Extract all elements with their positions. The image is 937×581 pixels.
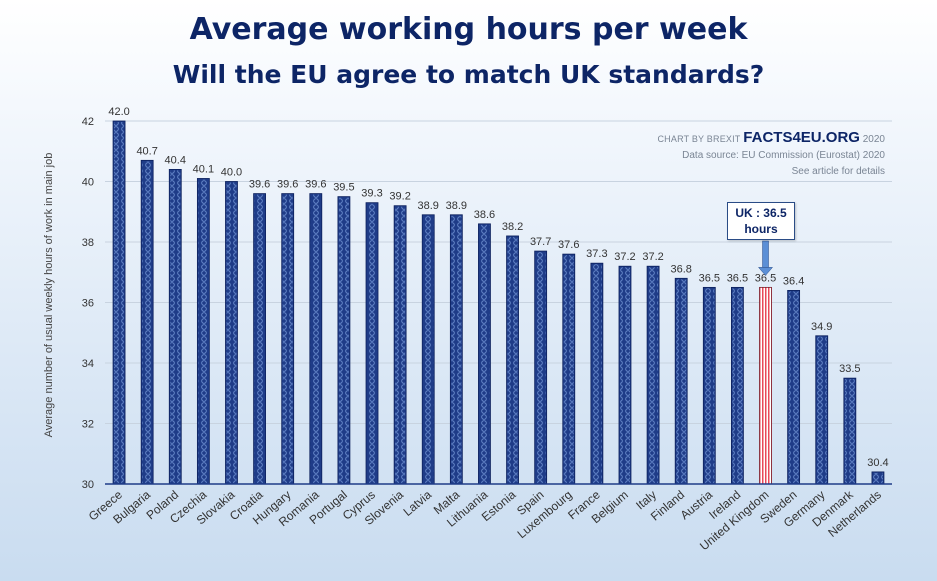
brand-logo-text: FACTS4EU.ORG [743,129,860,146]
data-label: 36.8 [670,263,691,275]
chart-credit: CHART BY BREXIT FACTS4EU.ORG 2020 Data s… [657,130,885,180]
data-label: 39.5 [333,182,354,194]
bar-texture [844,379,855,483]
data-label: 36.4 [783,275,804,287]
bar-texture [507,236,518,483]
data-label: 38.9 [446,200,467,212]
data-label: 37.6 [558,239,579,251]
bar-texture [788,291,799,483]
bar-texture [451,215,462,483]
data-label: 40.1 [193,163,214,175]
bar-texture [872,472,883,483]
callout-line-2: hours [744,222,778,236]
bar-texture [170,170,181,483]
bar-texture [142,161,153,483]
data-label: 39.2 [389,191,410,203]
data-label: 39.3 [361,188,382,200]
bar-texture [254,194,265,483]
credit-source: Data source: EU Commission (Eurostat) 20… [682,150,885,161]
y-tick-label: 38 [82,237,94,249]
bar-texture [676,279,687,483]
credit-note: See article for details [791,166,885,177]
data-label: 42.0 [108,106,129,118]
callout-arrow-shaft [762,240,769,268]
chart-subtitle: Will the EU agree to match UK standards? [172,60,765,89]
callout-arrow-head [757,267,774,276]
data-label: 38.6 [474,209,495,221]
credit-prefix: CHART BY BREXIT [657,134,741,144]
data-label: 36.5 [755,272,776,284]
data-label: 40.0 [221,167,242,179]
y-tick-label: 40 [82,177,94,189]
bar-texture [226,182,237,483]
bar-texture [282,194,293,483]
data-label: 36.5 [699,272,720,284]
bar-texture [198,179,209,483]
bar-texture [338,197,349,483]
bar-united-kingdom [759,286,772,485]
bar-texture [732,288,743,483]
data-label: 40.7 [136,145,157,157]
x-tick-label: Austria [678,487,716,522]
bar-texture [704,288,715,483]
data-label: 39.6 [277,179,298,191]
data-label: 37.7 [530,236,551,248]
bar-texture [619,267,630,483]
data-label: 40.4 [165,154,186,166]
y-tick-label: 32 [82,419,94,431]
data-label: 37.2 [642,251,663,263]
data-label: 36.5 [727,272,748,284]
data-label: 37.3 [586,248,607,260]
bar-texture [423,215,434,483]
bar-texture [367,203,378,484]
data-label: 30.4 [867,457,888,469]
y-tick-label: 42 [82,116,94,128]
chart-title: Average working hours per week [189,12,748,47]
data-label: 39.6 [249,179,270,191]
data-label: 39.6 [305,179,326,191]
callout-line-1: UK : 36.5 [735,206,787,220]
data-label: 37.2 [614,251,635,263]
bars [112,120,885,485]
credit-year: 2020 [862,134,885,145]
bar-texture [535,252,546,483]
y-tick-label: 30 [82,479,94,491]
y-tick-label: 34 [82,358,94,370]
x-tick-label: Latvia [401,487,435,519]
bar-texture [114,122,125,483]
bar-texture [479,224,490,483]
data-label: 38.9 [418,200,439,212]
uk-callout: UK : 36.5 hours [727,202,795,240]
y-tick-label: 36 [82,298,94,310]
bar-texture [563,255,574,483]
bar-texture [816,336,827,483]
bar-texture [648,267,659,483]
credit-brand-line: CHART BY BREXIT FACTS4EU.ORG 2020 [657,130,885,148]
data-label: 38.2 [502,221,523,233]
data-label: 33.5 [839,363,860,375]
bar-texture [591,264,602,483]
bar-texture [310,194,321,483]
bar-texture [395,206,406,483]
data-label: 34.9 [811,321,832,333]
